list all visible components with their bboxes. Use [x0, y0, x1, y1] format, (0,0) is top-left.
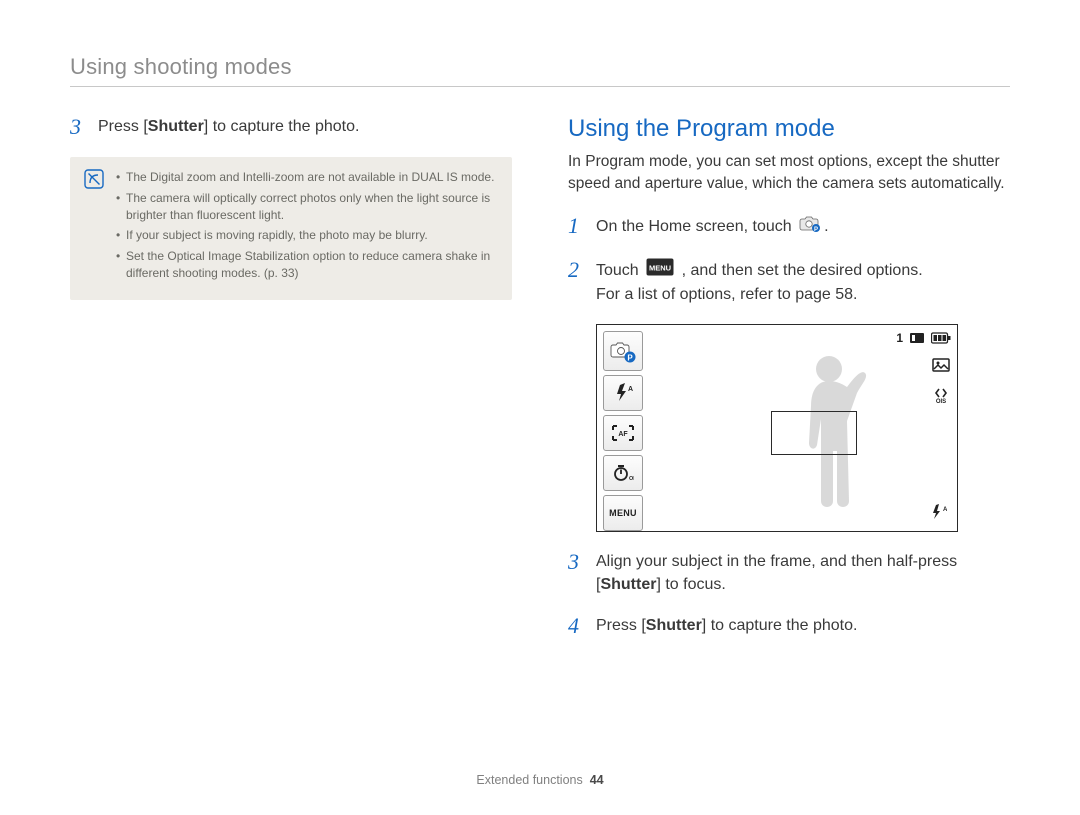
right-column: Using the Program mode In Program mode, … — [568, 115, 1010, 657]
right-step-1: 1 On the Home screen, touch P . — [568, 214, 1010, 239]
flash-auto-icon: A — [603, 375, 643, 411]
focus-rectangle — [771, 411, 857, 455]
header-rule — [70, 86, 1010, 87]
note-item: If your subject is moving rapidly, the p… — [116, 227, 498, 244]
footer-section: Extended functions — [476, 773, 582, 787]
step-number: 4 — [568, 614, 586, 638]
left-column: 3 Press [Shutter] to capture the photo. … — [70, 115, 512, 657]
header-title: Using shooting modes — [70, 54, 1010, 80]
section-intro: In Program mode, you can set most option… — [568, 151, 1010, 194]
shutter-label: Shutter — [600, 576, 656, 593]
step-number: 2 — [568, 258, 586, 282]
screen-top-info: 1 — [896, 331, 951, 345]
menu-button-icon: MENU — [646, 258, 674, 283]
text-segment: ] to capture the photo. — [702, 617, 858, 634]
shutter-label: Shutter — [148, 118, 204, 135]
flash-auto-icon: A — [929, 504, 947, 523]
af-bracket-icon: AF — [603, 415, 643, 451]
right-step-2: 2 Touch MENU , and then set the desired … — [568, 258, 1010, 306]
camera-p-icon: P — [799, 214, 821, 239]
section-heading: Using the Program mode — [568, 115, 1010, 143]
timer-off-icon: OFF — [603, 455, 643, 491]
text-segment: ] to capture the photo. — [204, 118, 360, 135]
storage-icon — [909, 332, 925, 344]
note-item: The Digital zoom and Intelli-zoom are no… — [116, 169, 498, 186]
manual-page: Using shooting modes 3 Press [Shutter] t… — [0, 0, 1080, 815]
left-step-3: 3 Press [Shutter] to capture the photo. — [70, 115, 512, 139]
svg-text:P: P — [627, 353, 633, 362]
right-step-4: 4 Press [Shutter] to capture the photo. — [568, 614, 1010, 638]
svg-text:OIS: OIS — [936, 399, 946, 404]
mode-p-icon: P — [603, 331, 643, 371]
step-number: 1 — [568, 214, 586, 238]
single-shot-icon — [931, 355, 951, 375]
content-columns: 3 Press [Shutter] to capture the photo. … — [70, 115, 1010, 657]
text-segment: Press [ — [596, 617, 646, 634]
battery-icon — [931, 332, 951, 344]
screen-left-toolbar: P A AF — [603, 331, 643, 531]
svg-text:A: A — [628, 386, 633, 393]
text-segment: On the Home screen, touch — [596, 218, 792, 235]
text-segment: For a list of options, refer to page 58. — [596, 286, 857, 303]
step-number: 3 — [568, 550, 586, 574]
step-text: On the Home screen, touch P . — [596, 214, 829, 239]
note-item: Set the Optical Image Stabilization opti… — [116, 248, 498, 283]
text-segment: . — [824, 218, 828, 235]
step-text: Press [Shutter] to capture the photo. — [596, 614, 857, 637]
step-text: Touch MENU , and then set the desired op… — [596, 258, 923, 306]
text-segment: ] to focus. — [656, 576, 725, 593]
page-footer: Extended functions 44 — [0, 773, 1080, 787]
page-header: Using shooting modes — [70, 54, 1010, 87]
note-box: The Digital zoom and Intelli-zoom are no… — [70, 157, 512, 299]
camera-screen-mock: P A AF — [596, 324, 958, 532]
svg-text:P: P — [814, 227, 818, 232]
note-icon — [84, 169, 104, 285]
svg-text:OFF: OFF — [629, 476, 634, 482]
step-text: Press [Shutter] to capture the photo. — [98, 115, 359, 138]
footer-page-number: 44 — [590, 773, 604, 787]
text-segment: Press [ — [98, 118, 148, 135]
note-list: The Digital zoom and Intelli-zoom are no… — [116, 169, 498, 285]
step-number: 3 — [70, 115, 88, 139]
svg-text:A: A — [943, 507, 947, 513]
right-step-3: 3 Align your subject in the frame, and t… — [568, 550, 1010, 596]
text-segment: , and then set the desired options. — [682, 261, 923, 278]
stabilizer-icon: OIS — [931, 385, 951, 405]
svg-text:MENU: MENU — [649, 263, 671, 272]
menu-icon: MENU — [603, 495, 643, 531]
shot-count: 1 — [896, 331, 903, 345]
svg-text:AF: AF — [618, 431, 628, 438]
text-segment: Touch — [596, 261, 639, 278]
step-text: Align your subject in the frame, and the… — [596, 550, 1010, 596]
shutter-label: Shutter — [646, 617, 702, 634]
screen-right-indicators: 1 OIS — [896, 331, 951, 405]
note-item: The camera will optically correct photos… — [116, 190, 498, 225]
